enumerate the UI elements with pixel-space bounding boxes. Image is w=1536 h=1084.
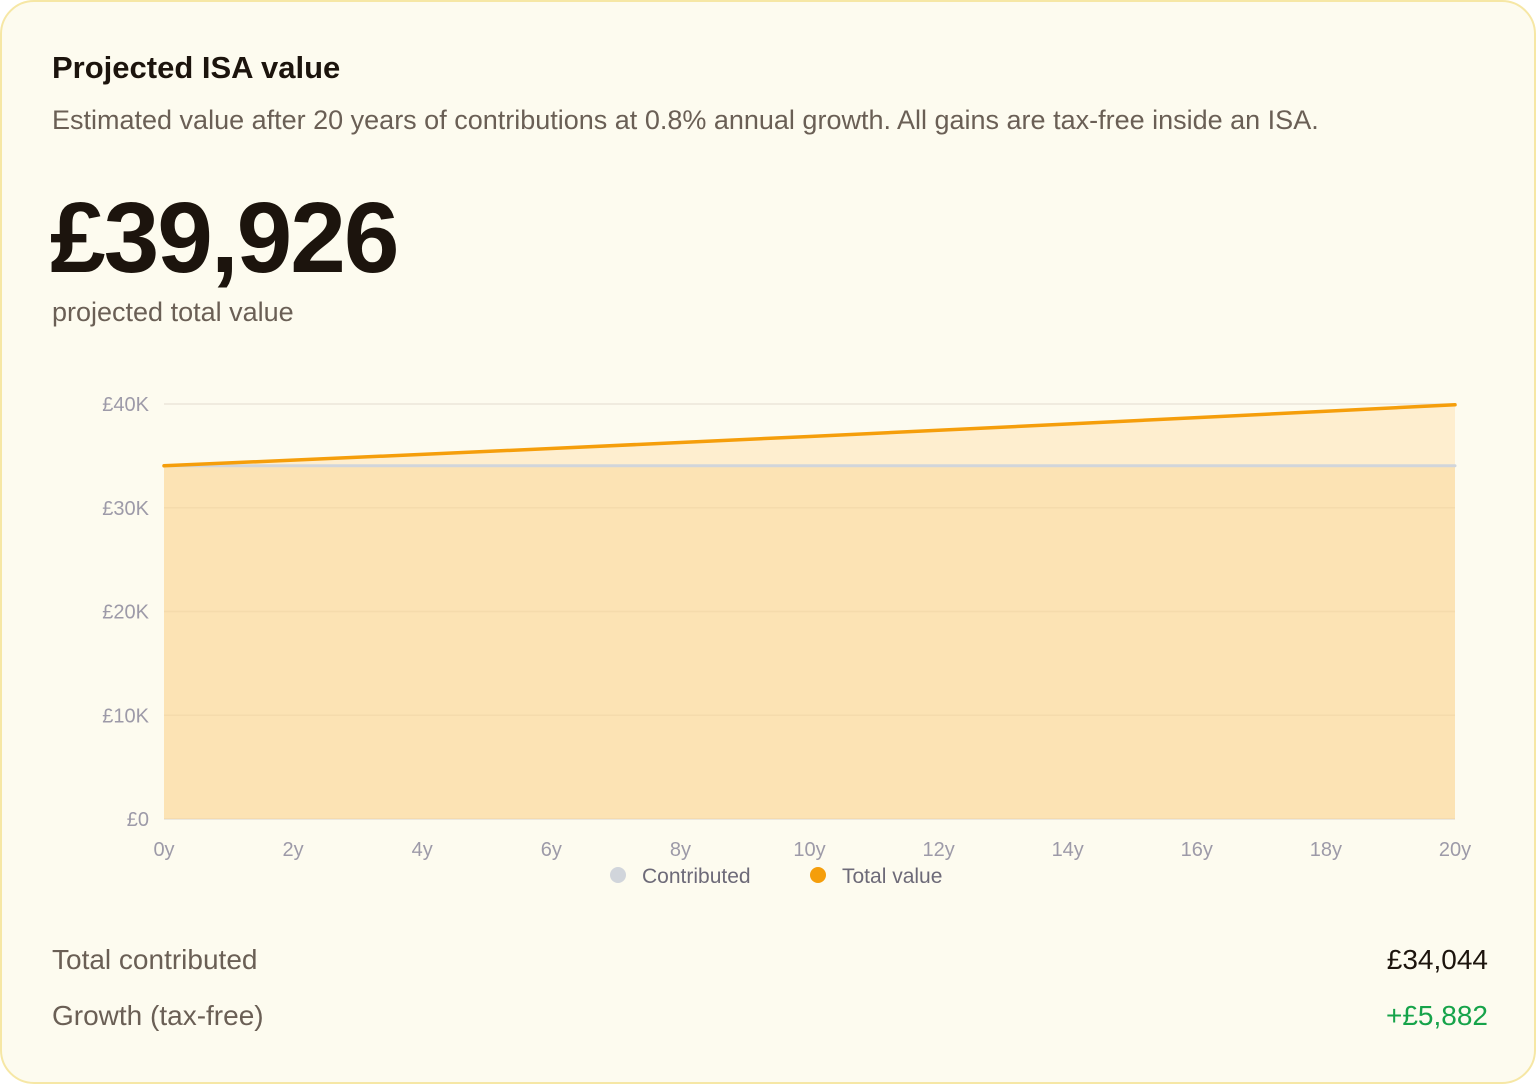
projected-total-value: £39,926 xyxy=(50,182,399,294)
x-tick-label: 10y xyxy=(793,839,825,861)
area-contributed xyxy=(164,465,1455,819)
x-tick-label: 0y xyxy=(153,839,174,861)
y-tick-label: £0 xyxy=(127,809,149,831)
x-tick-label: 18y xyxy=(1310,839,1342,861)
stat-row-contributed: Total contributed £34,044 xyxy=(52,940,1488,980)
y-tick-label: £40K xyxy=(102,394,149,416)
chart-legend: Contributed Total value xyxy=(610,865,942,888)
card-title: Projected ISA value xyxy=(52,50,341,85)
area-total-value xyxy=(164,404,1455,819)
growth-label: Growth (tax-free) xyxy=(52,1000,264,1031)
x-tick-label: 12y xyxy=(922,839,954,861)
x-tick-label: 4y xyxy=(412,839,433,861)
line-total-value xyxy=(162,403,1457,468)
chart-grid xyxy=(164,403,1455,820)
legend-swatch-total-value xyxy=(810,867,826,883)
chart-lines xyxy=(162,403,1457,468)
x-tick-label: 20y xyxy=(1439,839,1471,861)
y-axis: £0 £10K £20K £30K £40K xyxy=(102,394,149,831)
y-tick-label: £20K xyxy=(102,602,149,624)
x-tick-label: 16y xyxy=(1181,839,1213,861)
legend-swatch-contributed xyxy=(610,867,626,883)
legend-label-contributed: Contributed xyxy=(642,865,751,888)
stat-row-growth: Growth (tax-free) +£5,882 xyxy=(52,996,1488,1036)
total-contributed-label: Total contributed xyxy=(52,944,258,975)
y-tick-label: £10K xyxy=(102,705,149,727)
x-tick-label: 14y xyxy=(1052,839,1084,861)
x-axis: 0y 2y 4y 6y 8y 10y 12y 14y 16y 18y 20y xyxy=(153,839,1471,861)
x-tick-label: 8y xyxy=(670,839,691,861)
x-tick-label: 6y xyxy=(541,839,562,861)
card-subtitle: Estimated value after 20 years of contri… xyxy=(52,105,1319,135)
legend-label-total-value: Total value xyxy=(842,865,942,888)
projected-total-caption: projected total value xyxy=(52,297,294,327)
total-contributed-value: £34,044 xyxy=(1386,944,1488,975)
y-tick-label: £30K xyxy=(102,498,149,520)
chart-areas xyxy=(164,404,1455,819)
projection-chart: £0 £10K £20K £30K £40K 0y 2y 4y 6y 8y 10y 12y 14y 16… xyxy=(102,394,1471,888)
growth-value: +£5,882 xyxy=(1386,1000,1488,1031)
x-tick-label: 2y xyxy=(283,839,304,861)
